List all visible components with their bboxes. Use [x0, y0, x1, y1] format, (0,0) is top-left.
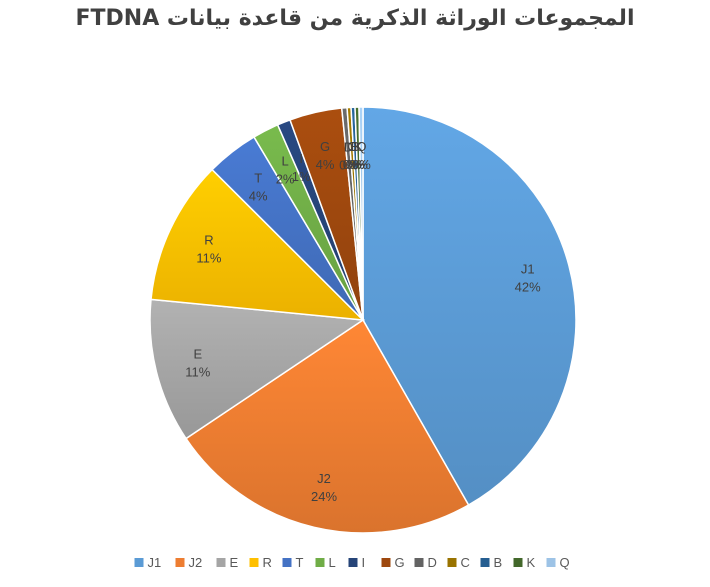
legend-item-j1: J1 — [134, 555, 162, 570]
legend-swatch — [348, 558, 358, 567]
data-label-category: Q — [356, 139, 366, 154]
slice-j2 — [184, 318, 470, 534]
legend-label: C — [461, 555, 470, 570]
legend-swatch — [315, 558, 325, 567]
data-label-percent: 0% — [343, 157, 362, 172]
legend-swatch — [175, 558, 185, 567]
legend-label: K — [527, 555, 536, 570]
legend-swatch — [381, 558, 391, 567]
data-label-g: G 4% — [316, 139, 335, 172]
legend-swatch — [480, 558, 490, 567]
data-label-percent: 42% — [515, 279, 541, 294]
legend-label: G — [395, 555, 405, 570]
data-label-r: R 11% — [196, 232, 221, 265]
legend-swatch — [216, 558, 226, 567]
data-label-percent: 11% — [196, 250, 221, 265]
data-label-category: I — [299, 151, 303, 166]
legend-label: J1 — [148, 555, 162, 570]
legend-label: T — [296, 555, 304, 570]
chart-title: المجموعات الوراثة الذكرية من قاعدة بيانا… — [75, 6, 635, 31]
legend-item-j2: J2 — [175, 555, 203, 570]
data-label-j2: J2 24% — [311, 471, 337, 504]
legend: J1 J2 E R T L I G D C B K Q — [134, 555, 570, 570]
data-label-b: B 0% — [346, 139, 365, 172]
data-label-e: E 11% — [185, 347, 210, 380]
data-label-c: C 0% — [343, 139, 362, 172]
data-label-category: L — [281, 153, 288, 168]
slice-r — [150, 168, 366, 321]
data-label-category: T — [254, 171, 262, 186]
legend-item-t: T — [282, 555, 304, 570]
data-label-i: I 1% — [292, 151, 311, 184]
legend-item-k: K — [513, 555, 536, 570]
data-label-percent: 1% — [292, 169, 311, 184]
pie-slices — [149, 106, 577, 534]
data-label-k: K 0% — [349, 139, 368, 172]
slice-e — [149, 298, 366, 440]
legend-item-r: R — [249, 555, 272, 570]
data-label-j1: J1 42% — [515, 261, 541, 294]
data-label-category: K — [354, 139, 363, 154]
legend-label: I — [362, 555, 366, 570]
data-label-d: D 0% — [339, 140, 358, 173]
data-label-category: D — [344, 140, 353, 155]
legend-item-l: L — [315, 555, 336, 570]
legend-swatch — [249, 558, 259, 567]
legend-label: B — [494, 555, 503, 570]
legend-swatch — [134, 558, 144, 567]
legend-swatch — [414, 558, 424, 567]
data-label-category: G — [320, 139, 330, 154]
legend-item-c: C — [447, 555, 470, 570]
legend-label: D — [428, 555, 437, 570]
data-label-category: J2 — [317, 471, 331, 486]
legend-item-e: E — [216, 555, 239, 570]
data-label-category: E — [193, 347, 202, 362]
data-label-category: J1 — [521, 261, 535, 276]
data-label-percent: 0% — [339, 158, 358, 173]
data-label-percent: 0% — [349, 157, 368, 172]
data-label-percent: 24% — [311, 489, 337, 504]
legend-item-g: G — [381, 555, 405, 570]
legend-label: J2 — [189, 555, 203, 570]
data-label-l: L 2% — [276, 153, 295, 186]
legend-swatch — [513, 558, 523, 567]
legend-label: E — [230, 555, 239, 570]
data-label-percent: 2% — [276, 171, 295, 186]
data-label-category: B — [351, 139, 360, 154]
data-label-percent: 0% — [346, 157, 365, 172]
legend-item-d: D — [414, 555, 437, 570]
legend-item-b: B — [480, 555, 503, 570]
legend-label: L — [329, 555, 336, 570]
data-label-percent: 4% — [316, 157, 335, 172]
legend-swatch — [546, 558, 556, 567]
data-label-category: R — [204, 232, 213, 247]
data-label-category: C — [347, 139, 356, 154]
slice-j1 — [362, 106, 577, 507]
legend-swatch — [282, 558, 292, 567]
data-label-percent: 0% — [352, 157, 371, 172]
data-label-q: Q 0% — [352, 139, 371, 172]
data-label-t: T 4% — [249, 171, 268, 204]
data-label-percent: 11% — [185, 365, 210, 380]
legend-label: Q — [560, 555, 570, 570]
data-labels: J1 42%J2 24%E 11%R 11%T 4%L 2%I 1%G 4%D 0%C 0%B 0%K… — [185, 139, 541, 504]
slice-q — [358, 106, 364, 321]
legend-swatch — [447, 558, 457, 567]
legend-item-i: I — [348, 555, 366, 570]
legend-label: R — [263, 555, 272, 570]
legend-item-q: Q — [546, 555, 570, 570]
data-label-percent: 4% — [249, 189, 268, 204]
